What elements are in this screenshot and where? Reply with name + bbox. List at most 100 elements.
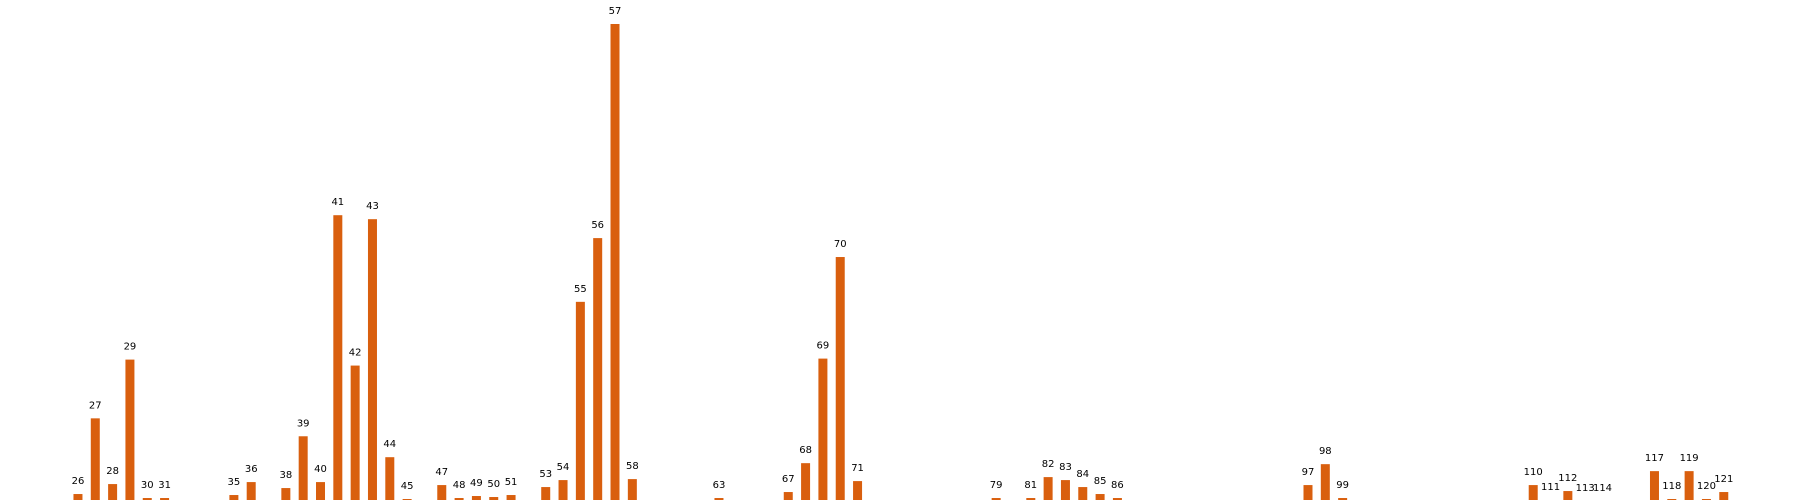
bar-label-98: 98 — [1319, 446, 1332, 457]
bar-label-70: 70 — [834, 239, 847, 250]
bar-label-38: 38 — [279, 470, 292, 481]
bar-40 — [316, 482, 325, 500]
bar-label-30: 30 — [141, 480, 154, 491]
bar-label-29: 29 — [124, 342, 137, 353]
bar-117 — [1649, 471, 1659, 500]
bar-63 — [714, 498, 724, 500]
bar-110 — [1528, 485, 1538, 500]
bar-58 — [627, 479, 637, 500]
bar-44 — [385, 457, 395, 500]
bar-label-113: 113 — [1576, 483, 1595, 494]
bar-label-68: 68 — [799, 445, 812, 456]
bar-71 — [853, 481, 863, 500]
bar-81 — [1026, 498, 1036, 500]
bar-label-51: 51 — [505, 477, 518, 488]
bar-53 — [541, 487, 551, 500]
bar-label-44: 44 — [383, 439, 396, 450]
bar-label-53: 53 — [539, 469, 552, 480]
bar-label-55: 55 — [574, 284, 587, 295]
bar-label-39: 39 — [297, 418, 310, 429]
bar-label-111: 111 — [1541, 482, 1560, 493]
bar-label-35: 35 — [228, 477, 241, 488]
bar-label-54: 54 — [557, 462, 570, 473]
bar-79 — [991, 498, 1001, 500]
bar-41 — [333, 215, 343, 500]
bar-label-45: 45 — [401, 481, 414, 492]
bar-28 — [108, 484, 118, 500]
bar-label-67: 67 — [782, 474, 795, 485]
bar-label-31: 31 — [158, 480, 171, 491]
bar-label-43: 43 — [366, 201, 379, 212]
bar-label-84: 84 — [1076, 469, 1089, 480]
bar-label-82: 82 — [1042, 459, 1055, 470]
bar-label-40: 40 — [314, 464, 327, 475]
bar-48 — [454, 498, 464, 500]
bar-label-99: 99 — [1336, 480, 1349, 491]
bar-56 — [593, 238, 603, 500]
bar-112 — [1563, 491, 1573, 500]
bar-57 — [610, 24, 620, 500]
bar-label-112: 112 — [1558, 473, 1577, 484]
bar-70 — [835, 257, 845, 500]
bar-83 — [1060, 480, 1070, 500]
bar-label-79: 79 — [990, 480, 1003, 491]
bar-label-42: 42 — [349, 348, 362, 359]
bar-label-28: 28 — [106, 466, 119, 477]
bar-29 — [125, 359, 135, 500]
bar-label-118: 118 — [1662, 481, 1681, 492]
bar-label-58: 58 — [626, 461, 639, 472]
bar-series — [73, 24, 1729, 500]
bar-50 — [489, 497, 499, 500]
bar-label-81: 81 — [1024, 480, 1037, 491]
bar-label-85: 85 — [1094, 476, 1107, 487]
bar-30 — [142, 498, 152, 500]
bar-label-63: 63 — [713, 480, 726, 491]
bar-69 — [818, 358, 828, 500]
bar-27 — [90, 418, 100, 500]
bar-68 — [801, 463, 811, 500]
bar-label-57: 57 — [609, 6, 622, 17]
bar-label-36: 36 — [245, 464, 258, 475]
bar-99 — [1338, 498, 1348, 500]
bar-label-83: 83 — [1059, 462, 1072, 473]
bar-label-69: 69 — [817, 341, 830, 352]
bar-51 — [506, 495, 516, 500]
bar-label-114: 114 — [1593, 483, 1612, 494]
bar-31 — [160, 498, 170, 500]
bar-label-41: 41 — [331, 197, 344, 208]
bar-label-47: 47 — [435, 467, 448, 478]
bar-39 — [298, 436, 308, 500]
bar-26 — [73, 494, 83, 500]
bar-label-48: 48 — [453, 480, 466, 491]
bar-67 — [783, 492, 793, 500]
bar-label-26: 26 — [72, 476, 85, 487]
bar-47 — [437, 485, 447, 500]
bar-36 — [246, 482, 256, 500]
bar-label-117: 117 — [1645, 453, 1664, 464]
bar-85 — [1095, 494, 1105, 500]
bar-121 — [1719, 492, 1729, 500]
bar-97 — [1303, 485, 1313, 500]
bar-label-119: 119 — [1680, 453, 1699, 464]
bar-49 — [471, 496, 481, 500]
bar-label-71: 71 — [851, 463, 864, 474]
bar-82 — [1043, 477, 1053, 500]
bar-label-group: 26 27 28 29 30 31 35 36 38 39 40 41 42 43 44 45 47 48 49 50… — [72, 6, 1734, 494]
bar-54 — [558, 480, 568, 500]
bar-label-97: 97 — [1302, 467, 1315, 478]
bar-label-56: 56 — [591, 220, 604, 231]
bar-label-49: 49 — [470, 478, 483, 489]
bar-label-86: 86 — [1111, 480, 1124, 491]
bar-label-27: 27 — [89, 400, 102, 411]
bar-35 — [229, 495, 239, 500]
bar-84 — [1078, 487, 1088, 500]
bar-label-50: 50 — [487, 479, 500, 490]
bar-label-120: 120 — [1697, 481, 1716, 492]
bar-98 — [1320, 464, 1330, 500]
bar-55 — [575, 301, 585, 500]
bar-42 — [350, 365, 360, 500]
bar-label-121: 121 — [1714, 474, 1733, 485]
bar-86 — [1112, 498, 1122, 500]
bar-119 — [1684, 471, 1694, 500]
